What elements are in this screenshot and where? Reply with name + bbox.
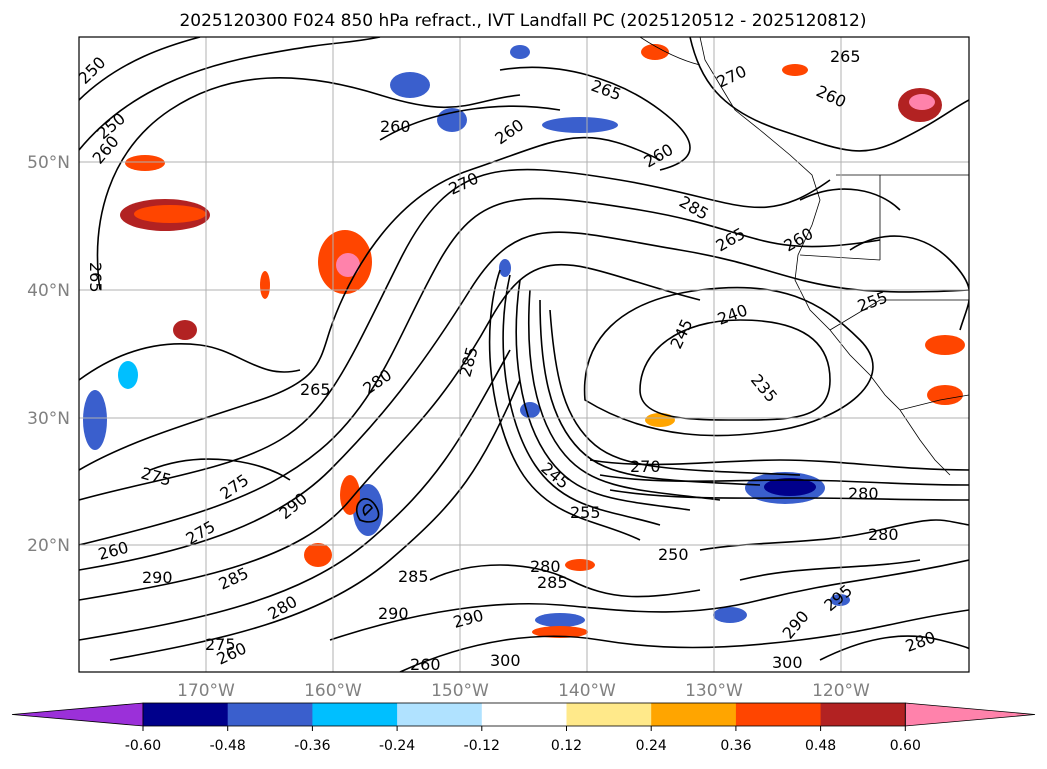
colorbar-segments: [11, 702, 1036, 727]
contour-label: 270: [630, 457, 661, 476]
contour-label: 290: [142, 568, 173, 587]
colorbar-tick-label: -0.24: [379, 738, 415, 754]
map-frame: [78, 36, 970, 673]
colorbar-tick-label: 0.60: [890, 738, 921, 754]
map-title: 2025120300 F024 850 hPa refract., IVT La…: [179, 11, 866, 31]
lon-label: 140°W: [558, 681, 616, 701]
colorbar-tick-label: 0.36: [720, 738, 751, 754]
contour-label: 300: [772, 653, 803, 672]
colorbar-segment: [397, 703, 483, 726]
colorbar-extend-high: [904, 702, 1036, 727]
colorbar-segment: [566, 703, 652, 726]
contour-label: 280: [530, 557, 561, 576]
contour-label: 290: [378, 604, 409, 623]
colorbar-tick-label: 0.12: [551, 738, 582, 754]
colorbar-extend-low: [11, 702, 144, 727]
contour-label: 265: [300, 380, 331, 399]
lat-label: 20°N: [27, 536, 70, 556]
colorbar-frame: [142, 702, 906, 727]
contour-label: 265: [86, 262, 105, 293]
colorbar-tick-label: -0.12: [464, 738, 500, 754]
colorbar-segment: [312, 703, 398, 726]
contour-label: 300: [490, 651, 521, 670]
lat-label: 40°N: [27, 281, 70, 301]
colorbar-segment: [735, 703, 822, 726]
contour-label: 250: [658, 545, 689, 564]
contour-label: 275: [205, 635, 236, 654]
contour-label: 260: [410, 655, 441, 674]
contour-label: 285: [537, 573, 568, 592]
colorbar-tick-label: -0.60: [125, 738, 161, 754]
colorbar-segment: [481, 703, 567, 726]
lon-label: 170°W: [177, 681, 235, 701]
colorbar-tick-label: 0.48: [805, 738, 836, 754]
colorbar: -0.60 -0.48 -0.36 -0.24 -0.12 0.12 0.24 0.36 0.4…: [11, 702, 1036, 754]
colorbar-segment: [227, 703, 313, 726]
colorbar-ticks: -0.60 -0.48 -0.36 -0.24 -0.12 0.12 0.24 0.36 0.4…: [125, 726, 921, 754]
colorbar-tick-label: -0.36: [294, 738, 330, 754]
lon-label: 130°W: [685, 681, 743, 701]
coastlines: [639, 37, 969, 476]
longitude-labels: 170°W 160°W 150°W 140°W 130°W 120°W: [177, 681, 870, 701]
contour-label: 265: [830, 47, 861, 66]
contour-label: 260: [380, 117, 411, 136]
map-area: 250 250 260 265 260 260 265 270 265 260 …: [79, 37, 969, 674]
colorbar-tick-label: 0.24: [636, 738, 667, 754]
contour-label: 280: [848, 484, 879, 503]
contour-label: 285: [398, 567, 429, 586]
colorbar-tick-label: -0.48: [210, 738, 246, 754]
colorbar-segment: [820, 703, 906, 726]
lon-label: 120°W: [812, 681, 870, 701]
lat-label: 30°N: [27, 409, 70, 429]
colorbar-segment: [651, 703, 737, 726]
graticule: [79, 37, 969, 672]
colorbar-segment: [143, 703, 229, 726]
lon-label: 160°W: [304, 681, 362, 701]
lon-label: 150°W: [431, 681, 489, 701]
contour-label: 280: [868, 525, 899, 544]
contour-label: 255: [570, 503, 601, 522]
latitude-labels: 50°N 40°N 30°N 20°N: [27, 153, 70, 556]
lat-label: 50°N: [27, 153, 70, 173]
